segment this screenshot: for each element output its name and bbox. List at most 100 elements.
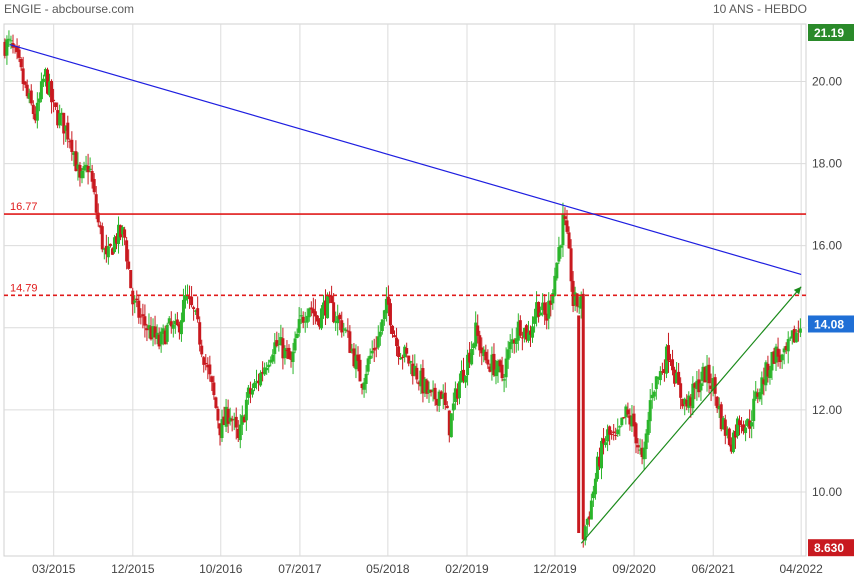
candle-body	[56, 110, 60, 126]
candle-body	[480, 347, 484, 354]
candle-body	[484, 351, 488, 361]
candle-body	[593, 478, 597, 495]
candle-body	[468, 352, 472, 363]
candle-body	[279, 337, 283, 346]
candle-body	[29, 90, 33, 104]
candle-body	[33, 113, 37, 121]
candle-body	[210, 376, 214, 383]
candle-body	[326, 294, 330, 319]
candle-body	[295, 333, 299, 339]
candle-body	[742, 424, 746, 432]
candle-body	[760, 377, 764, 395]
candle-body	[364, 373, 368, 384]
candle-body	[510, 339, 514, 344]
candle-body	[750, 422, 754, 427]
candle-body	[482, 349, 486, 357]
candle-body	[612, 431, 616, 434]
candle-body	[567, 232, 571, 249]
candle-body	[232, 418, 236, 420]
candle-body	[681, 398, 685, 407]
candle-body	[321, 302, 325, 310]
price-badge-low	[808, 539, 854, 557]
candle-body	[285, 350, 289, 352]
candle-body	[658, 371, 662, 381]
candle-body	[746, 418, 750, 426]
candle-body	[179, 320, 183, 335]
candle-body	[752, 398, 756, 422]
chart-title: ENGIE - abcbourse.com	[4, 2, 135, 16]
candle-body	[498, 360, 502, 367]
candle-body	[15, 46, 19, 53]
candle-body	[45, 69, 49, 94]
grid	[3, 23, 807, 557]
candle-body	[610, 434, 614, 436]
candle-body	[121, 227, 125, 235]
candle-body	[84, 164, 88, 168]
candle-body	[196, 308, 200, 320]
candle-body	[541, 302, 545, 311]
candle-body	[35, 102, 39, 121]
candle-body	[52, 99, 56, 102]
candle-body	[43, 69, 47, 77]
candle-body	[669, 361, 673, 363]
candle-body	[636, 445, 640, 448]
candle-body	[200, 345, 204, 355]
candle-body	[3, 41, 7, 56]
candle-body	[194, 310, 198, 312]
candle-body	[352, 348, 356, 367]
candle-body	[415, 367, 419, 380]
candle-body	[514, 338, 518, 344]
candle-body	[338, 314, 342, 320]
candle-body	[324, 300, 328, 316]
candle-body	[494, 369, 498, 377]
candle-body	[384, 298, 388, 314]
candle-body	[263, 367, 267, 375]
candle-body	[439, 391, 443, 399]
candle-body	[581, 293, 585, 540]
candle-body	[614, 435, 618, 437]
candle-body	[340, 320, 344, 333]
candle-body	[123, 229, 127, 238]
candle-body	[190, 296, 194, 306]
candle-body	[388, 303, 392, 326]
candle-body	[472, 343, 476, 349]
candle-body	[733, 430, 737, 438]
candle-body	[246, 387, 250, 398]
candle-body	[240, 415, 244, 425]
candle-body	[648, 400, 652, 422]
candle-body	[37, 98, 41, 103]
candle-body	[421, 368, 425, 394]
candle-body	[76, 164, 80, 169]
candle-body	[127, 261, 131, 269]
candle-body	[727, 428, 731, 446]
candle-body	[143, 316, 147, 326]
y-tick-label: 20.00	[812, 74, 842, 88]
candle-body	[632, 413, 636, 427]
candle-body	[533, 316, 537, 324]
candle-body	[54, 102, 58, 108]
candle-body	[466, 354, 470, 376]
candle-body	[768, 370, 772, 379]
candle-body	[543, 302, 547, 315]
candle-body	[445, 405, 449, 409]
candle-body	[224, 406, 228, 427]
candle-body	[713, 377, 717, 394]
candle-body	[257, 380, 261, 384]
candle-body	[133, 300, 137, 303]
x-tick-label: 12/2019	[533, 562, 577, 576]
candle-body	[330, 295, 334, 303]
price-badge-high	[808, 24, 854, 41]
candle-body	[701, 366, 705, 381]
candle-body	[677, 371, 681, 385]
candle-body	[66, 122, 70, 140]
candle-body	[561, 214, 565, 246]
candle-body	[238, 424, 242, 441]
candle-body	[17, 49, 21, 58]
candle-body	[449, 413, 453, 438]
candle-body	[70, 139, 74, 152]
candle-body	[703, 367, 707, 383]
y-tick-label: 12.00	[812, 403, 842, 417]
candle-body	[72, 152, 76, 155]
candle-body	[423, 378, 427, 393]
candle-body	[711, 378, 715, 391]
